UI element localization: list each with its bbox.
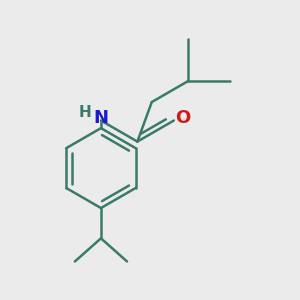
Text: N: N: [94, 110, 109, 128]
Text: H: H: [79, 106, 91, 121]
Text: O: O: [176, 110, 191, 128]
